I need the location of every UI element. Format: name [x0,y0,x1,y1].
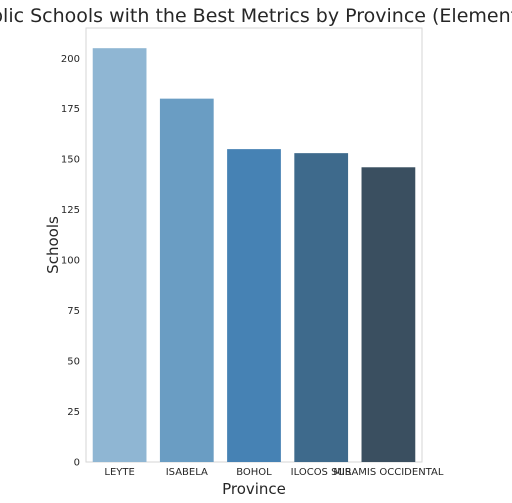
bar-misamis-occidental [361,167,416,462]
y-tick-label: 0 [74,458,80,469]
x-tick-label: LEYTE [104,467,134,478]
y-tick-label: 75 [67,306,80,317]
x-tick-label: ILOCOS SUR [291,467,352,478]
bars-layer [92,48,416,463]
y-tick-label: 175 [61,104,80,115]
y-axis-ticks: 0 25 50 75 100 125 150 175 200 [61,54,80,469]
bar-isabela [159,98,214,463]
y-tick-label: 150 [61,155,80,166]
x-tick-label: BOHOL [236,467,272,478]
y-tick-label: 25 [67,407,80,418]
bar-bohol [227,149,281,462]
x-axis-label: Province [222,480,286,498]
bar-leyte [92,48,147,462]
y-tick-label: 100 [61,256,80,267]
bar-ilocos-sur [294,153,349,462]
y-tick-label: 125 [61,205,80,216]
y-axis-label: Schools [44,216,62,274]
y-tick-label: 200 [61,54,80,65]
x-tick-label: MISAMIS OCCIDENTAL [333,467,444,478]
chart-title: Public Schools with the Best Metrics by … [0,5,512,27]
x-tick-label: ISABELA [166,467,208,478]
y-tick-label: 50 [67,357,80,368]
